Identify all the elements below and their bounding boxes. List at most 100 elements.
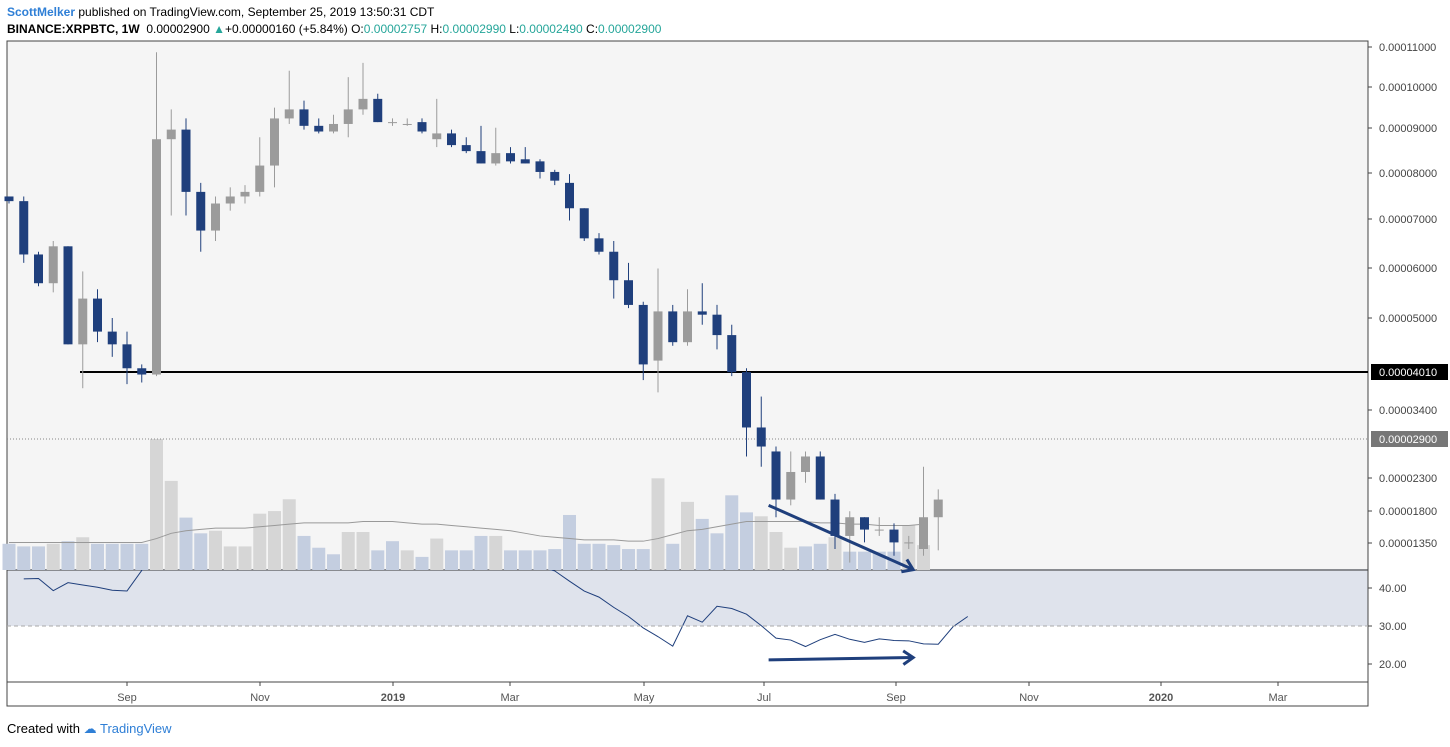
price-divergence-arrow-shaft (768, 503, 914, 571)
candle-body (520, 159, 530, 164)
x-tick-label: Jul (757, 692, 771, 704)
volume-bar (150, 439, 163, 570)
candle-body (181, 129, 191, 192)
candle-body (874, 529, 884, 531)
candle-body (270, 118, 279, 166)
volume-bar (474, 535, 488, 570)
candle-body (609, 251, 619, 281)
candle-body (48, 246, 58, 284)
volume-bar (518, 550, 532, 570)
volume-bar (400, 550, 414, 570)
symbol-header: BINANCE:XRPBTC, 1W 0.00002900 ▲+0.000001… (7, 22, 661, 36)
volume-bar (356, 532, 370, 570)
rsi-tick-label: 40.00 (1379, 583, 1407, 595)
candle-body (786, 471, 796, 500)
candle-body (712, 314, 722, 336)
volume-bar (2, 543, 16, 570)
volume-bar (459, 550, 473, 570)
x-tick-label: Nov (250, 692, 270, 704)
volume-bar (636, 549, 650, 570)
candle-body (78, 298, 88, 345)
candle-body (742, 372, 751, 428)
last-price: 0.00002900 (146, 22, 210, 36)
candle-body (491, 153, 501, 164)
volume-bar (430, 538, 444, 570)
candle-body (506, 153, 515, 162)
candle-body (461, 145, 471, 152)
volume-bar (592, 543, 606, 570)
rsi-tick-label: 30.00 (1379, 621, 1407, 633)
volume-ma-line (9, 521, 924, 543)
publish-header: ScottMelker published on TradingView.com… (7, 5, 434, 19)
candle-body (373, 98, 383, 123)
open-value: 0.00002757 (363, 22, 428, 36)
price-tick-label: 0.00001800 (1379, 506, 1437, 518)
high-value: 0.00002990 (442, 22, 506, 36)
volume-bar (695, 518, 709, 570)
volume-bar (533, 550, 547, 570)
rsi-divergence-arrow-head (902, 649, 916, 666)
price-tick-label: 0.00007000 (1379, 214, 1437, 226)
author-name[interactable]: ScottMelker (7, 5, 76, 19)
candle-body (166, 129, 176, 140)
rsi-tick-label: 20.00 (1379, 659, 1407, 671)
x-tick-label: 2020 (1149, 692, 1173, 704)
volume-bar (577, 543, 591, 570)
volume-bar (209, 530, 222, 570)
candle-body (343, 109, 353, 124)
volume-bar (725, 495, 739, 570)
volume-bar (105, 543, 119, 570)
volume-bar (297, 535, 311, 570)
volume-bar (607, 545, 621, 570)
candle-body (107, 331, 117, 345)
candle-body (550, 171, 560, 181)
volume-bar (282, 499, 296, 570)
volume-bar (135, 543, 149, 570)
candle-body (432, 133, 442, 140)
volume-bar (327, 554, 340, 570)
x-tick-label: Mar (1269, 692, 1288, 704)
volume-bar (563, 514, 576, 570)
last-price-label: 0.00002900 (1379, 434, 1437, 446)
candle-body (417, 122, 427, 132)
candle-body (756, 427, 766, 447)
volume-bar (120, 543, 134, 570)
rsi-band (7, 569, 1368, 626)
x-tick-label: 2019 (381, 692, 405, 704)
volume-bar (223, 546, 237, 570)
volume-bar (828, 537, 842, 570)
volume-bar (710, 533, 724, 570)
volume-bar (548, 549, 562, 570)
candle-body (697, 311, 707, 315)
price-tick-label: 0.00010000 (1379, 82, 1437, 94)
low-label: L: (509, 22, 520, 36)
volume-bar (813, 543, 827, 570)
candle-body (933, 499, 943, 518)
candle-body (830, 499, 840, 536)
candle-body (284, 109, 294, 119)
volume-bar (681, 501, 694, 570)
volume-bar (769, 532, 783, 570)
volume-bar (91, 543, 104, 570)
price-tick-label: 0.00011000 (1379, 42, 1436, 54)
volume-bar (386, 541, 399, 570)
candle-body (329, 123, 338, 132)
volume-bar (784, 547, 798, 570)
candle-body (4, 196, 14, 202)
volume-bar (666, 543, 680, 570)
rsi-divergence-arrow-shaft (768, 656, 914, 662)
volume-bar (17, 546, 31, 570)
candle-body (904, 542, 914, 544)
x-tick-label: Sep (886, 692, 906, 704)
volume-bar (651, 478, 665, 570)
price-tick-label: 0.00009000 (1379, 123, 1437, 135)
volume-bar (238, 546, 252, 570)
price-tick-label: 0.00005000 (1379, 313, 1437, 325)
candle-body (19, 201, 29, 255)
tradingview-link[interactable]: TradingView (100, 721, 172, 736)
price-tick-label: 0.00001350 (1379, 538, 1437, 550)
volume-bar (32, 546, 45, 570)
price-tick-label: 0.00002300 (1379, 473, 1437, 485)
volume-bar (445, 550, 458, 570)
